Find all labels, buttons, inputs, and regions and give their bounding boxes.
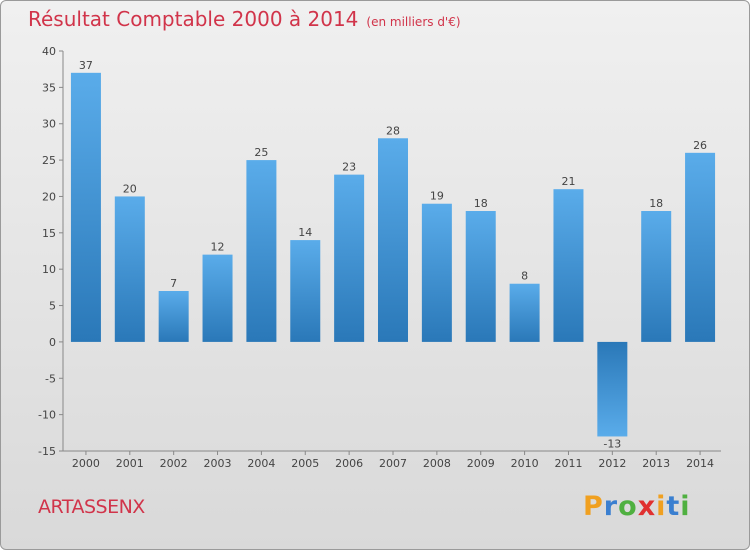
logo-letter: P (583, 491, 604, 522)
bar (378, 138, 408, 342)
data-label: 12 (211, 241, 225, 254)
y-tick-label: 0 (49, 336, 56, 349)
bar (597, 341, 628, 437)
commune-name: ARTASSENX (38, 496, 145, 518)
proxiti-logo: Proxiti (583, 491, 691, 522)
data-label: 20 (123, 182, 137, 195)
bar (334, 174, 365, 342)
logo-letter: i (680, 491, 691, 522)
bar (70, 72, 101, 342)
y-tick-label: 30 (42, 118, 56, 131)
chart-title: Résultat Comptable 2000 à 2014 (en millie… (28, 7, 461, 31)
x-tick-label: 2005 (291, 457, 319, 470)
data-label: 18 (474, 197, 488, 210)
x-tick-label: 2007 (379, 457, 407, 470)
bar (509, 283, 540, 342)
logo-letter: r (603, 491, 619, 522)
logo-letter: i (656, 491, 667, 522)
y-tick-label: 15 (42, 227, 56, 240)
x-tick-label: 2010 (511, 457, 539, 470)
data-label: 7 (170, 277, 177, 290)
chart-subtitle: (en milliers d'€) (366, 15, 461, 29)
data-label: -13 (603, 437, 621, 450)
data-label: 25 (254, 146, 268, 159)
data-label: 21 (561, 175, 575, 188)
x-tick-label: 2003 (204, 457, 232, 470)
data-label: 14 (298, 226, 312, 239)
x-tick-label: 2014 (686, 457, 714, 470)
bar (246, 160, 277, 342)
y-tick-label: 40 (42, 45, 56, 58)
y-tick-label: -10 (38, 409, 56, 422)
bar (685, 152, 716, 342)
bar (421, 203, 452, 342)
data-label: 18 (649, 197, 663, 210)
data-label: 26 (693, 139, 707, 152)
x-tick-label: 2012 (598, 457, 626, 470)
bar (641, 211, 672, 342)
data-label: 28 (386, 124, 400, 137)
y-tick-label: 20 (42, 190, 56, 203)
y-tick-label: 25 (42, 154, 56, 167)
logo-letter: t (666, 491, 681, 522)
x-tick-label: 2001 (116, 457, 144, 470)
data-label: 23 (342, 161, 356, 174)
x-tick-label: 2006 (335, 457, 363, 470)
y-tick-label: -15 (38, 445, 56, 458)
x-tick-label: 2004 (247, 457, 275, 470)
data-label: 8 (521, 270, 528, 283)
logo-letter: o (618, 491, 638, 522)
x-tick-label: 2009 (467, 457, 495, 470)
y-tick-label: 10 (42, 263, 56, 276)
bar (290, 240, 321, 342)
data-label: 19 (430, 190, 444, 203)
chart-title-text: Résultat Comptable 2000 à 2014 (28, 7, 359, 31)
bar (158, 291, 189, 342)
x-tick-label: 2000 (72, 457, 100, 470)
bar (202, 254, 233, 342)
x-tick-label: 2013 (642, 457, 670, 470)
y-tick-label: 5 (49, 300, 56, 313)
bar (114, 196, 145, 342)
data-label: 37 (79, 59, 93, 72)
bar (553, 189, 584, 342)
x-tick-label: 2008 (423, 457, 451, 470)
y-tick-label: -5 (45, 372, 56, 385)
y-tick-label: 35 (42, 81, 56, 94)
x-tick-label: 2011 (554, 457, 582, 470)
bar (465, 211, 496, 342)
logo-letter: x (637, 491, 657, 522)
x-tick-label: 2002 (160, 457, 188, 470)
